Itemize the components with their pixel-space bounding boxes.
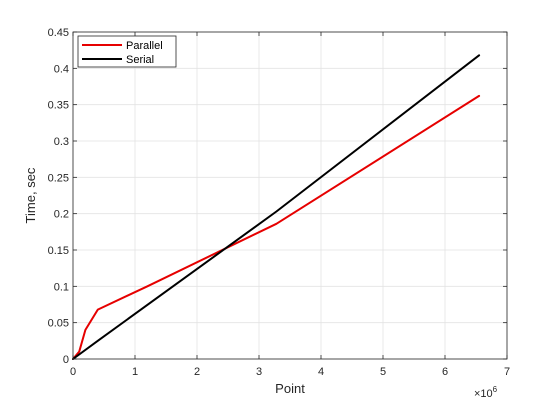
y-tick-label: 0.3 [54, 136, 69, 148]
y-axis-label: Time, sec [23, 167, 38, 223]
x-tick-label: 6 [442, 366, 448, 378]
y-tick-label: 0.25 [48, 172, 69, 184]
x-axis-exponent: ×106 [474, 385, 498, 400]
ticks [72, 31, 508, 360]
y-tick-label: 0.4 [54, 63, 69, 75]
x-tick-label: 5 [380, 366, 386, 378]
plot-area [73, 32, 507, 359]
y-tick-label: 0.1 [54, 281, 69, 293]
y-tick-label: 0.35 [48, 100, 69, 112]
x-tick-label: 3 [256, 366, 262, 378]
legend: Parallel Serial [77, 35, 177, 68]
y-tick-label: 0.05 [48, 318, 69, 330]
y-tick-label: 0.2 [54, 209, 69, 221]
legend-box [77, 35, 177, 68]
series-line-parallel [72, 94, 481, 360]
x-tick-label: 7 [504, 366, 510, 378]
axes-frame [72, 31, 508, 360]
legend-label-serial: Serial [126, 54, 154, 66]
x-tick-labels: 0 1 2 3 4 5 6 7 [70, 366, 510, 378]
x-tick-label: 2 [194, 366, 200, 378]
series-line-serial [72, 54, 481, 360]
y-tick-label: 0.15 [48, 245, 69, 257]
x-exponent-base: ×10 [474, 388, 493, 400]
x-exponent-power: 6 [493, 385, 498, 394]
x-tick-label: 4 [318, 366, 324, 378]
x-tick-label: 0 [70, 366, 76, 378]
series-lines [72, 54, 481, 360]
x-tick-label: 1 [132, 366, 138, 378]
legend-label-parallel: Parallel [126, 40, 163, 52]
y-tick-label: 0 [63, 354, 69, 366]
y-tick-label: 0.45 [48, 27, 69, 39]
x-axis-label: Point [275, 381, 305, 396]
y-tick-labels: 0 0.05 0.1 0.15 0.2 0.25 0.3 0.35 0.4 0.45 [48, 27, 69, 366]
